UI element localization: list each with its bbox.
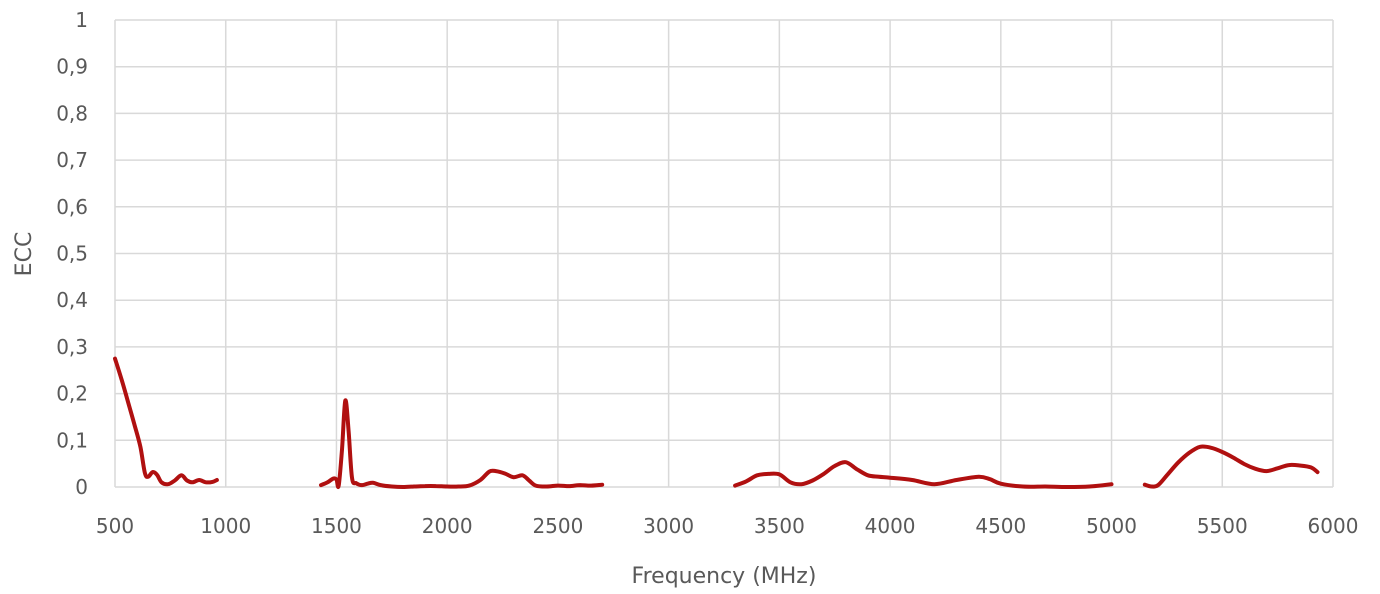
x-tick-label: 500 — [96, 514, 134, 538]
y-tick-label: 0,4 — [56, 288, 88, 312]
y-tick-label: 0,6 — [56, 195, 88, 219]
x-tick-labels: 500 1000 1500 2000 2500 3000 3500 4000 4500 5000 5… — [96, 514, 1359, 538]
x-tick-label: 6000 — [1308, 514, 1359, 538]
y-tick-labels: 0 0,1 0,2 0,3 0,4 0,5 0,6 0,7 0,8 0,9 1 — [56, 8, 88, 499]
ecc-series — [113, 356, 1320, 489]
y-tick-label: 0,1 — [56, 428, 88, 452]
y-tick-label: 0,2 — [56, 382, 88, 406]
y-tick-label: 0,5 — [56, 242, 88, 266]
y-tick-label: 0,3 — [56, 335, 88, 359]
x-tick-label: 2500 — [532, 514, 583, 538]
y-gridlines — [115, 19, 1333, 488]
x-tick-label: 3000 — [643, 514, 694, 538]
x-tick-label: 5500 — [1197, 514, 1248, 538]
y-tick-label: 0,9 — [56, 55, 88, 79]
ecc-series-segment — [733, 460, 1114, 489]
x-tick-label: 5000 — [1086, 514, 1137, 538]
x-tick-label: 4000 — [865, 514, 916, 538]
y-axis-title: ECC — [12, 232, 37, 277]
ecc-series-segment — [319, 398, 605, 489]
x-axis-title: Frequency (MHz) — [632, 564, 817, 589]
y-tick-label: 0,8 — [56, 101, 88, 125]
x-tick-label: 1000 — [200, 514, 251, 538]
x-gridlines — [114, 20, 1334, 487]
y-tick-label: 1 — [75, 8, 88, 32]
x-tick-label: 3500 — [754, 514, 805, 538]
ecc-series-segment — [1142, 444, 1320, 489]
x-tick-label: 4500 — [975, 514, 1026, 538]
y-tick-label: 0 — [75, 475, 88, 499]
x-tick-label: 1500 — [311, 514, 362, 538]
ecc-series-segment — [113, 356, 219, 487]
y-tick-label: 0,7 — [56, 148, 88, 172]
x-tick-label: 2000 — [422, 514, 473, 538]
